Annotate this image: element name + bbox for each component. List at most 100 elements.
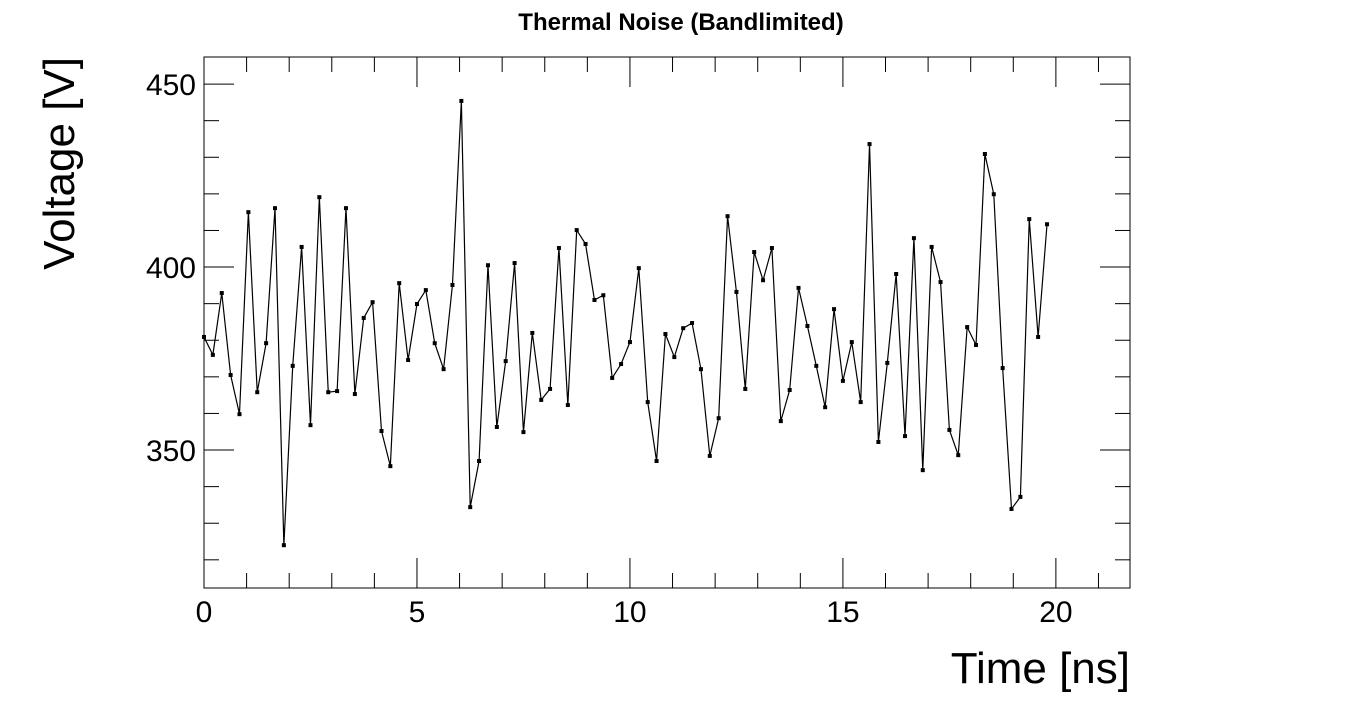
x-tick-label: 20 — [1039, 596, 1072, 629]
data-point — [965, 325, 970, 330]
data-point — [1036, 334, 1041, 339]
data-point — [1018, 494, 1023, 499]
data-point — [858, 400, 863, 405]
data-line — [203, 100, 1048, 546]
y-tick-label: 450 — [146, 69, 196, 102]
data-point — [1000, 366, 1005, 371]
data-point — [565, 403, 570, 408]
data-point — [903, 434, 908, 439]
data-point — [876, 439, 881, 444]
data-point — [849, 340, 854, 345]
data-point — [743, 386, 748, 391]
data-point — [938, 280, 943, 285]
data-point — [974, 343, 979, 348]
data-point — [752, 250, 757, 255]
data-point — [698, 367, 703, 372]
data-point — [530, 330, 535, 335]
data-point — [929, 244, 934, 249]
data-point — [894, 272, 899, 277]
data-point — [299, 244, 304, 249]
data-point — [281, 543, 286, 548]
data-point — [477, 459, 482, 464]
data-point — [388, 464, 393, 469]
data-point — [663, 332, 668, 337]
data-point — [885, 360, 890, 365]
data-point — [308, 423, 313, 428]
data-point — [432, 341, 437, 346]
data-point — [379, 429, 384, 434]
data-point — [814, 363, 819, 368]
data-point — [441, 367, 446, 372]
data-point — [947, 427, 952, 432]
data-point — [459, 98, 464, 103]
data-point — [273, 206, 278, 211]
y-axis-label: Voltage [V] — [35, 57, 84, 270]
data-point — [228, 373, 233, 378]
data-point — [778, 419, 783, 424]
data-point — [414, 302, 419, 307]
x-tick-label: 10 — [613, 596, 646, 629]
data-point — [423, 288, 428, 293]
data-point — [326, 390, 331, 395]
x-tick-label: 0 — [196, 596, 213, 629]
data-point — [556, 246, 561, 251]
data-point — [202, 334, 206, 339]
data-point — [716, 416, 721, 421]
data-point — [592, 297, 597, 302]
data-point — [920, 468, 925, 473]
data-point — [911, 236, 916, 241]
chart-title: Thermal Noise (Bandlimited) — [518, 9, 843, 36]
data-point — [219, 291, 224, 296]
data-point — [352, 392, 357, 397]
x-axis-label: Time [ns] — [951, 644, 1130, 693]
data-point — [840, 378, 845, 383]
data-point — [485, 263, 490, 268]
data-point — [805, 323, 810, 328]
data-point — [956, 453, 961, 458]
data-point — [317, 195, 322, 200]
data-point — [468, 505, 473, 510]
data-point — [1027, 217, 1032, 222]
data-point — [548, 386, 553, 391]
data-point — [450, 282, 455, 287]
data-point — [1009, 506, 1014, 511]
data-point — [406, 358, 411, 363]
data-point — [521, 430, 526, 435]
data-point — [654, 459, 659, 464]
data-point — [832, 307, 837, 312]
data-point — [645, 400, 650, 405]
data-point — [672, 355, 677, 360]
data-point — [619, 362, 624, 367]
data-point — [494, 424, 499, 429]
data-point — [343, 206, 348, 211]
data-point — [991, 192, 996, 197]
data-point — [681, 326, 686, 331]
data-point — [246, 210, 251, 215]
data-point — [725, 214, 730, 219]
data-point — [237, 412, 242, 417]
data-point — [787, 388, 792, 393]
data-point — [335, 389, 340, 394]
data-point — [210, 352, 215, 357]
data-point — [574, 228, 579, 233]
data-point — [823, 405, 828, 410]
data-point — [255, 390, 260, 395]
data-point — [503, 359, 508, 364]
plot-frame — [203, 56, 1131, 589]
data-point — [512, 261, 517, 266]
y-tick-label: 350 — [146, 435, 196, 468]
data-point — [1045, 222, 1050, 227]
data-point — [627, 340, 632, 345]
data-point — [867, 142, 872, 147]
data-point — [982, 151, 987, 156]
data-point — [690, 321, 695, 326]
data-point — [734, 289, 739, 294]
data-point — [370, 300, 375, 305]
data-point — [583, 242, 588, 247]
data-point — [539, 397, 544, 402]
x-tick-label: 15 — [826, 596, 859, 629]
data-point — [796, 285, 801, 290]
data-point — [761, 278, 766, 283]
